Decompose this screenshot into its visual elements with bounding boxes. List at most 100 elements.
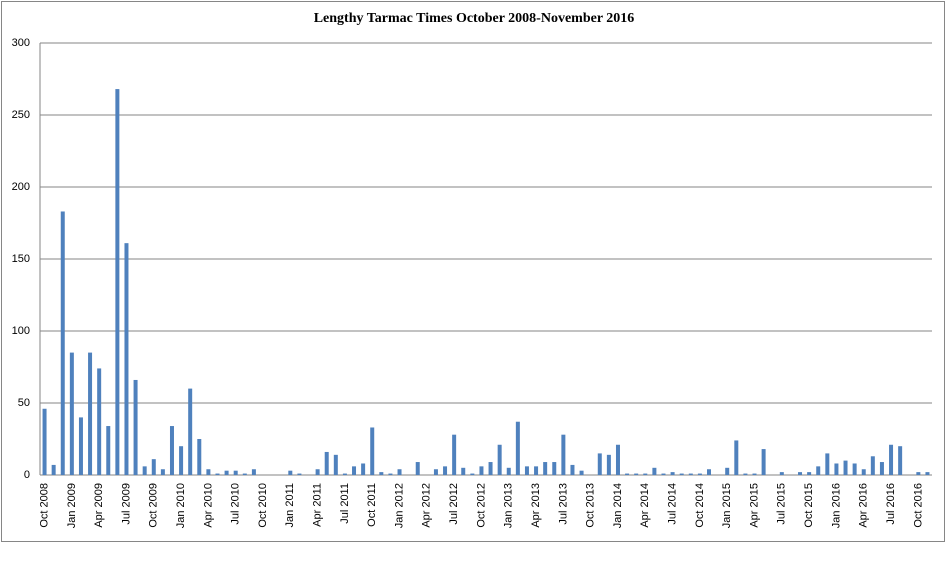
bar: [242, 473, 247, 475]
x-tick-label: Apr 2012: [421, 483, 433, 528]
y-tick-label: 150: [12, 253, 30, 265]
y-tick-label: 100: [12, 325, 30, 337]
x-tick-label: Oct 2015: [803, 483, 815, 528]
x-tick-label: Jul 2013: [557, 483, 569, 525]
x-tick-label: Oct 2012: [475, 483, 487, 528]
bar: [361, 463, 366, 475]
bar: [206, 469, 211, 475]
bar: [379, 472, 384, 475]
x-tick-label: Jan 2015: [721, 483, 733, 528]
bar: [834, 463, 839, 475]
bar: [870, 456, 875, 475]
bar: [188, 388, 193, 475]
bar: [670, 472, 675, 475]
bar: [661, 473, 666, 475]
bar: [370, 427, 375, 475]
bar: [288, 470, 293, 475]
bar: [215, 473, 220, 475]
x-tick-label: Jul 2009: [120, 483, 132, 525]
bar: [843, 460, 848, 475]
y-tick-label: 250: [12, 109, 30, 121]
bar: [142, 466, 147, 475]
x-tick-label: Apr 2016: [858, 483, 870, 528]
x-tick-label: Jan 2009: [66, 483, 78, 528]
bar: [807, 472, 812, 475]
x-tick-label: Jan 2013: [503, 483, 515, 528]
x-tick-label: Apr 2013: [530, 483, 542, 528]
x-tick-label: Apr 2014: [639, 483, 651, 528]
bar: [179, 446, 184, 475]
bar: [479, 466, 484, 475]
x-tick-label: Apr 2011: [312, 483, 324, 527]
y-tick-label: 0: [24, 469, 30, 481]
bar: [470, 473, 475, 475]
bar: [534, 466, 539, 475]
bar: [233, 470, 238, 475]
bar: [898, 446, 903, 475]
bar: [124, 243, 129, 475]
bar: [889, 444, 894, 475]
y-tick-label: 50: [18, 397, 30, 409]
y-tick-label: 300: [12, 37, 30, 49]
x-tick-label: Oct 2010: [257, 483, 269, 528]
bar: [224, 470, 229, 475]
bar: [342, 473, 347, 475]
x-tick-label: Oct 2008: [38, 483, 50, 528]
bar: [42, 408, 47, 475]
bar: [515, 421, 520, 475]
bar: [497, 444, 502, 475]
bar: [115, 89, 120, 475]
bar: [707, 469, 711, 475]
x-tick-label: Jul 2011: [339, 483, 351, 524]
bar: [861, 469, 866, 475]
bar: [324, 451, 329, 475]
bar: [798, 472, 803, 475]
bar: [570, 464, 575, 475]
bar: [506, 467, 511, 475]
x-tick-label: Apr 2009: [93, 483, 105, 528]
x-tick-label: Jul 2010: [230, 483, 242, 525]
x-tick-label: Oct 2013: [585, 483, 597, 528]
bar: [679, 473, 684, 475]
bar: [524, 466, 529, 475]
bar: [697, 473, 702, 475]
bar: [169, 426, 174, 475]
bar: [688, 473, 693, 475]
bar: [725, 467, 730, 475]
bar: [160, 469, 165, 475]
x-tick-label: Jan 2011: [284, 483, 296, 527]
x-tick-label: Oct 2016: [912, 483, 924, 528]
bar: [461, 467, 466, 475]
bar: [579, 470, 584, 475]
x-tick-label: Oct 2014: [694, 483, 706, 528]
bar: [297, 473, 302, 475]
bar: [352, 466, 357, 475]
bar: [761, 449, 766, 475]
bar: [925, 472, 930, 475]
bar: [752, 473, 757, 475]
bar: [443, 466, 448, 475]
bar: [97, 368, 102, 475]
x-tick-label: Jul 2016: [885, 483, 897, 525]
bar: [916, 472, 921, 475]
bar: [825, 453, 830, 475]
x-tick-label: Jul 2012: [448, 483, 460, 525]
bar: [133, 379, 138, 475]
bar: [433, 469, 438, 475]
chart-border: [1, 1, 945, 542]
bar: [606, 454, 611, 475]
bar: [388, 473, 393, 475]
chart-title: Lengthy Tarmac Times October 2008-Novemb…: [314, 11, 635, 26]
bar: [106, 426, 111, 475]
bar: [552, 462, 557, 475]
x-tick-label: Jan 2012: [393, 483, 405, 528]
bar: [88, 352, 93, 475]
bar: [779, 472, 784, 475]
x-tick-label: Apr 2010: [202, 483, 214, 528]
x-tick-label: Apr 2015: [748, 483, 760, 528]
x-tick-label: Oct 2009: [148, 483, 160, 528]
x-tick-label: Oct 2011: [366, 483, 378, 527]
bar: [625, 473, 630, 475]
y-tick-label: 200: [12, 181, 30, 193]
